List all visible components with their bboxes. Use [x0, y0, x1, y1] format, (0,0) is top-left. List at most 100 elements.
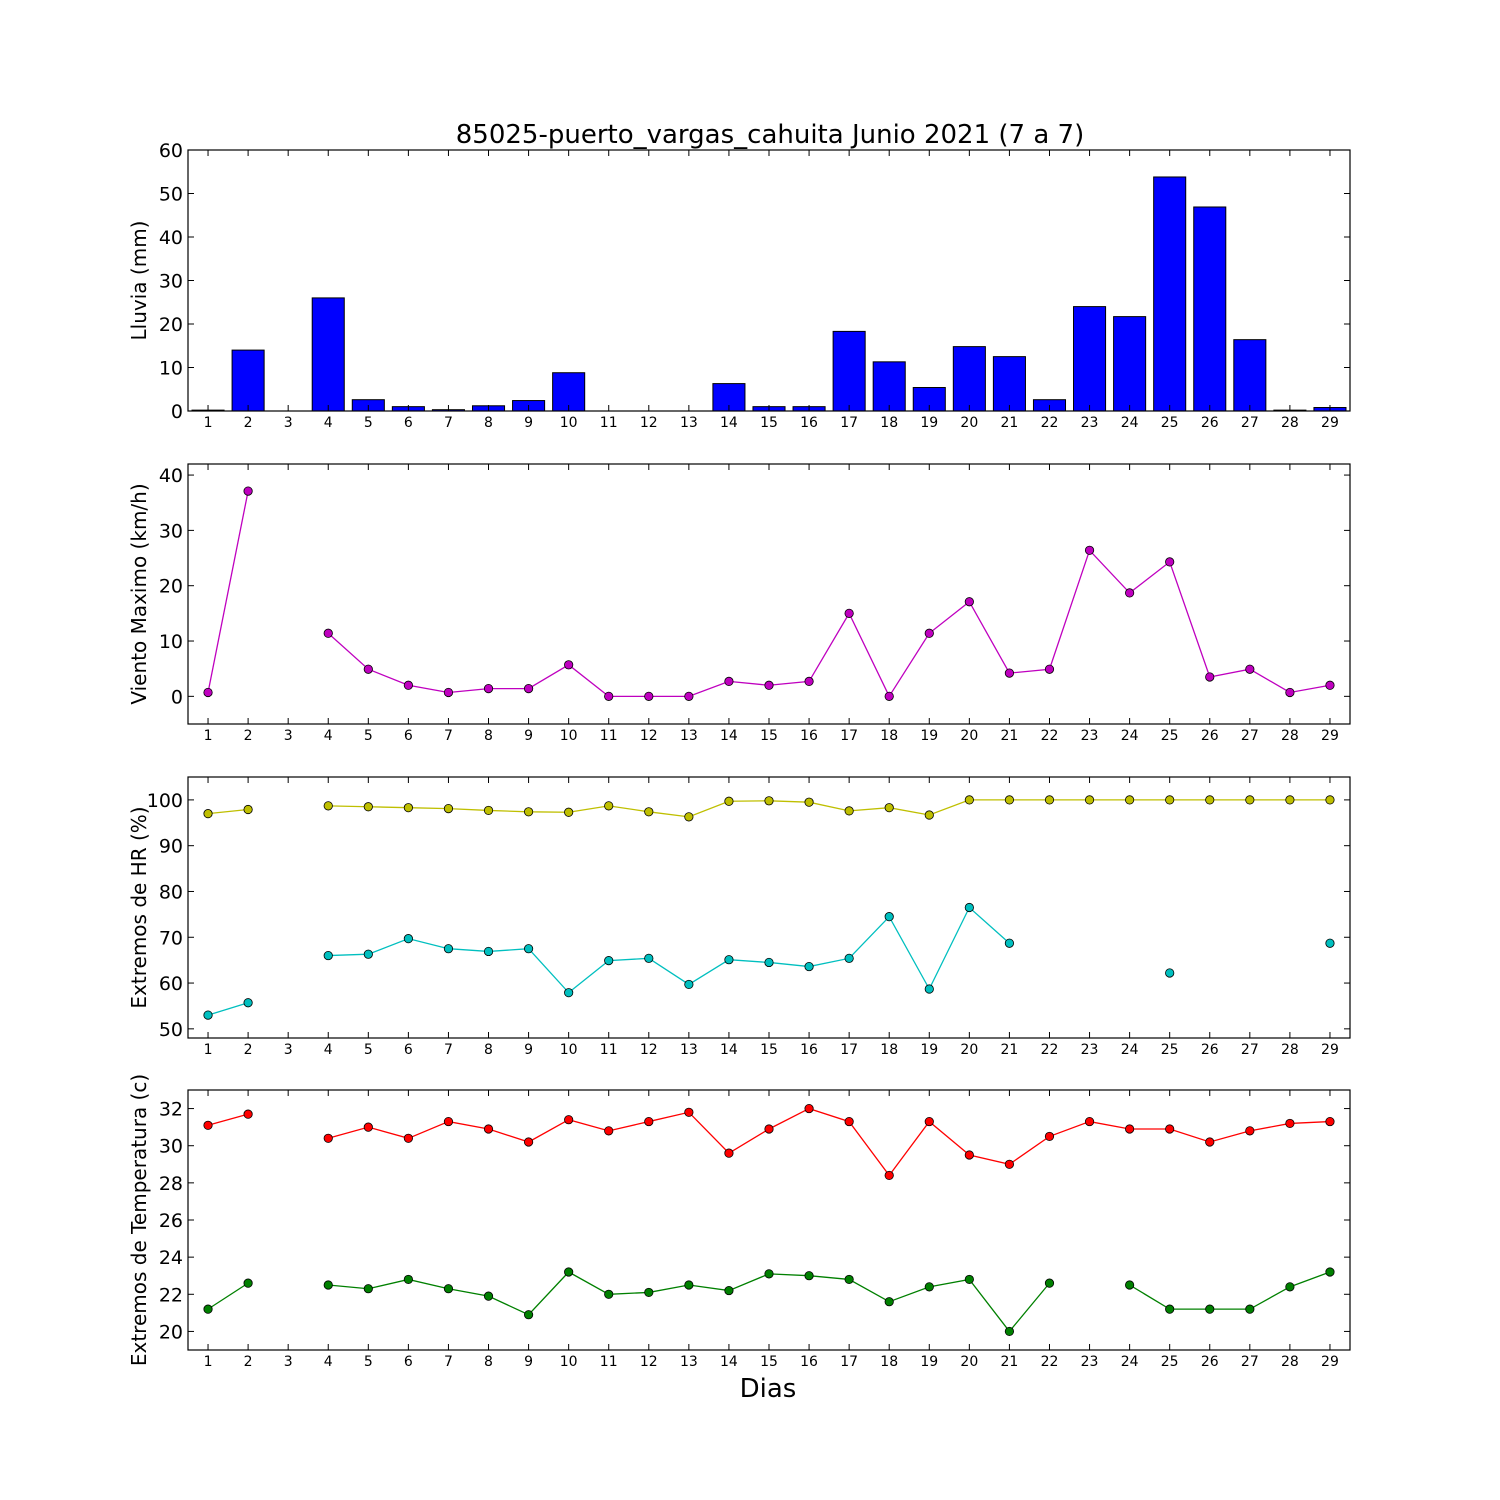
series-0-point-day-20 — [964, 597, 974, 607]
x-tick-label: 28 — [1281, 1354, 1299, 1370]
series-0-point-day-20 — [964, 795, 974, 805]
series-1-point-day-10 — [564, 1267, 574, 1277]
series-1-point-day-27 — [1245, 1304, 1255, 1314]
series-0-point-day-18 — [884, 803, 894, 813]
x-tick-label: 8 — [484, 415, 493, 431]
y-tick-label: 10 — [159, 631, 183, 653]
x-tick-label: 2 — [244, 1042, 253, 1058]
y-tick-label: 28 — [159, 1173, 183, 1195]
x-tick-label: 18 — [880, 1042, 898, 1058]
x-tick-label: 1 — [204, 1042, 213, 1058]
bar-day-23 — [1073, 306, 1107, 412]
x-tick-label: 27 — [1241, 415, 1259, 431]
x-tick-label: 19 — [920, 1354, 938, 1370]
x-tick-label: 6 — [404, 728, 413, 744]
series-0-line-0 — [207, 808, 249, 815]
x-tick-label: 24 — [1121, 415, 1139, 431]
x-tick-label: 3 — [284, 728, 293, 744]
x-tick-label: 10 — [560, 1354, 578, 1370]
x-tick-label: 19 — [920, 728, 938, 744]
x-tick-label: 17 — [840, 1042, 858, 1058]
x-tick-label: 23 — [1081, 1042, 1099, 1058]
x-tick-label: 12 — [640, 728, 658, 744]
bar-day-27 — [1233, 339, 1267, 412]
x-tick-label: 4 — [324, 728, 333, 744]
y-axis-label: Extremos de HR (%) — [127, 806, 151, 1008]
series-1-point-day-13 — [684, 979, 694, 990]
series-0-point-day-14 — [724, 796, 734, 806]
x-tick-label: 13 — [680, 1042, 698, 1058]
series-0-point-day-29 — [1325, 680, 1335, 690]
series-0-point-day-18 — [884, 1170, 894, 1181]
x-tick-label: 20 — [960, 1042, 978, 1058]
series-1-point-day-18 — [884, 912, 894, 922]
series-0-point-day-2 — [243, 804, 253, 815]
series-0-point-day-5 — [363, 1122, 373, 1132]
plot-frame — [187, 776, 1351, 1039]
series-0-point-day-15 — [764, 1124, 774, 1134]
x-tick-label: 4 — [324, 1354, 333, 1370]
x-tick-label: 10 — [560, 1042, 578, 1058]
x-tick-label: 22 — [1041, 728, 1059, 744]
series-0-point-day-24 — [1125, 588, 1135, 598]
y-axis-label: Viento Maximo (km/h) — [127, 483, 151, 704]
series-1-point-day-16 — [804, 961, 814, 972]
x-tick-label: 9 — [524, 728, 533, 744]
x-tick-label: 5 — [364, 1042, 373, 1058]
x-tick-label: 16 — [800, 1354, 818, 1370]
series-0-point-day-11 — [604, 691, 614, 701]
series-1-line-0 — [207, 1002, 249, 1016]
x-tick-label: 24 — [1121, 728, 1139, 744]
series-1-point-day-10 — [564, 988, 574, 998]
series-1-point-day-4 — [323, 1280, 333, 1290]
series-0-point-day-14 — [724, 676, 734, 687]
x-tick-label: 24 — [1121, 1354, 1139, 1370]
x-tick-label: 20 — [960, 415, 978, 431]
x-tick-label: 25 — [1161, 415, 1179, 431]
x-tick-label: 18 — [880, 728, 898, 744]
x-tick-label: 11 — [600, 728, 618, 744]
series-0-point-day-29 — [1325, 1116, 1335, 1127]
x-tick-label: 19 — [920, 415, 938, 431]
series-1-point-day-14 — [724, 955, 734, 965]
x-tick-label: 11 — [600, 415, 618, 431]
x-tick-label: 9 — [524, 1042, 533, 1058]
series-1-point-day-12 — [644, 1287, 654, 1298]
x-tick-label: 13 — [680, 728, 698, 744]
series-1-point-day-6 — [403, 1274, 413, 1285]
x-tick-label: 3 — [284, 1042, 293, 1058]
x-tick-label: 28 — [1281, 728, 1299, 744]
bar-day-17 — [832, 330, 866, 412]
x-tick-label: 18 — [880, 1354, 898, 1370]
bar-day-18 — [872, 361, 906, 412]
series-0-point-day-24 — [1125, 1124, 1135, 1134]
series-0-point-day-21 — [1004, 668, 1015, 678]
series-0-point-day-10 — [564, 1115, 574, 1125]
series-0-line-1 — [327, 549, 1331, 698]
series-0-point-day-18 — [884, 691, 894, 701]
x-tick-label: 12 — [640, 415, 658, 431]
y-tick-label: 30 — [159, 1136, 183, 1158]
series-0-point-day-17 — [844, 806, 854, 816]
series-0-point-day-22 — [1044, 795, 1055, 805]
x-tick-label: 13 — [680, 1354, 698, 1370]
series-1-point-day-6 — [403, 934, 413, 944]
series-1-point-day-17 — [844, 1274, 854, 1285]
x-tick-label: 18 — [880, 415, 898, 431]
x-tick-label: 12 — [640, 1042, 658, 1058]
x-tick-label: 7 — [444, 1354, 453, 1370]
series-1-line-2 — [1129, 1271, 1331, 1310]
series-1-point-day-29 — [1325, 938, 1335, 948]
x-tick-label: 5 — [364, 1354, 373, 1370]
x-tick-label: 11 — [600, 1042, 618, 1058]
series-0-point-day-27 — [1245, 795, 1255, 805]
series-0-point-day-1 — [203, 809, 213, 819]
series-1-point-day-25 — [1165, 1304, 1175, 1314]
x-axis-label: Dias — [740, 1374, 797, 1404]
series-1-point-day-19 — [924, 1282, 934, 1292]
series-0-point-day-28 — [1285, 687, 1295, 698]
series-0-point-day-24 — [1125, 795, 1135, 805]
x-tick-label: 6 — [404, 415, 413, 431]
series-1-point-day-15 — [764, 957, 774, 968]
x-tick-label: 2 — [244, 1354, 253, 1370]
